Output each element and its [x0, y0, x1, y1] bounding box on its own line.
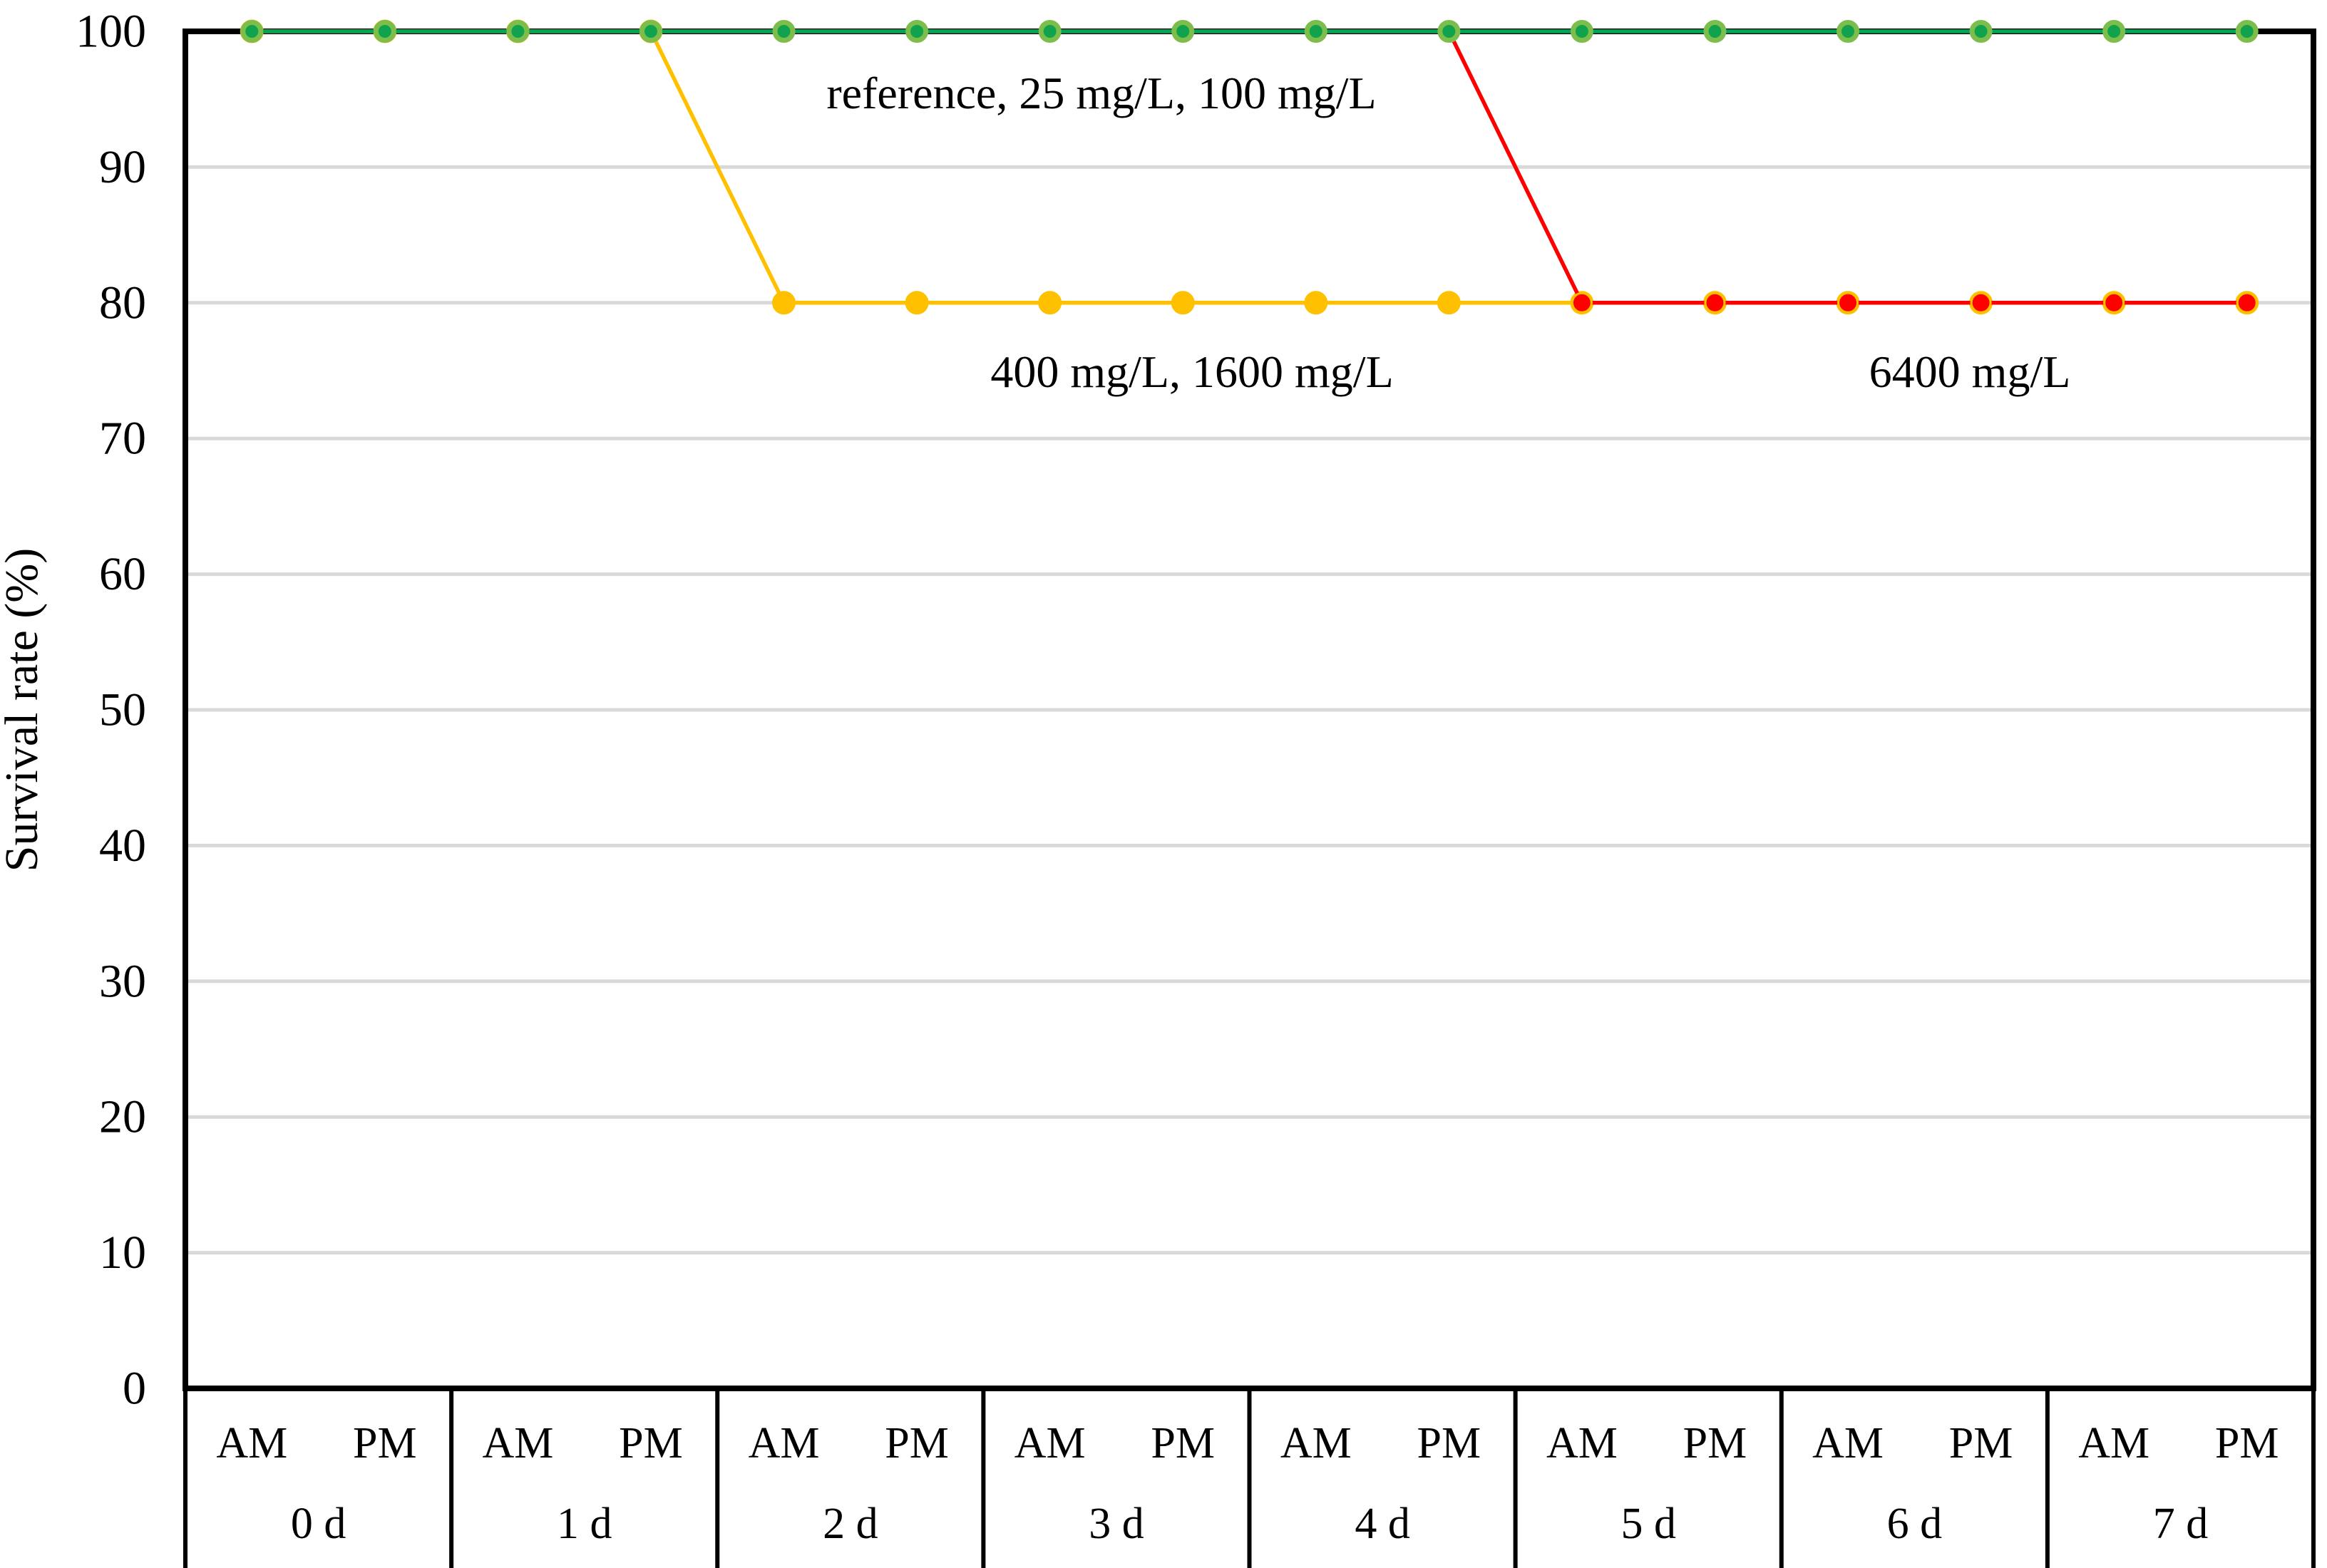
day-label: 7 d: [2153, 1500, 2209, 1548]
series-marker-6400-mg-l: [1970, 292, 1992, 314]
time-of-day-label: PM: [1949, 1419, 2013, 1468]
time-of-day-label: PM: [1151, 1419, 1215, 1468]
series-marker-reference-25-mg-l-100-mg-l: [240, 20, 264, 43]
series-marker-400-mg-l-1600-mg-l: [772, 291, 796, 315]
series-marker-400-mg-l-1600-mg-l: [1171, 291, 1195, 315]
time-of-day-label: AM: [2078, 1419, 2149, 1468]
gridlines: [185, 165, 2313, 1255]
series-marker-400-mg-l-1600-mg-l: [1304, 291, 1328, 315]
series-marker-6400-mg-l: [1837, 292, 1859, 314]
y-tick-label: 50: [99, 684, 146, 736]
time-of-day-label: PM: [353, 1419, 417, 1468]
time-of-day-label: PM: [1417, 1419, 1481, 1468]
y-tick-label: 10: [99, 1227, 146, 1279]
data-series: [240, 19, 2259, 315]
series-marker-6400-mg-l: [2103, 292, 2125, 314]
time-of-day-label: AM: [1812, 1419, 1884, 1468]
time-of-day-label: PM: [1683, 1419, 1747, 1468]
series-marker-400-mg-l-1600-mg-l: [905, 291, 929, 315]
series-annotations: reference, 25 mg/L, 100 mg/L 400 mg/L, 16…: [826, 68, 2070, 397]
time-of-day-label: AM: [1280, 1419, 1352, 1468]
day-label: 6 d: [1887, 1500, 1943, 1548]
y-tick-label: 80: [99, 277, 146, 329]
series-marker-reference-25-mg-l-100-mg-l: [639, 20, 662, 43]
series-marker-reference-25-mg-l-100-mg-l: [1038, 20, 1062, 43]
time-of-day-label: PM: [885, 1419, 949, 1468]
series-marker-6400-mg-l: [2236, 292, 2258, 314]
y-tick-label: 30: [99, 955, 146, 1007]
time-of-day-label: AM: [216, 1419, 287, 1468]
day-label: 4 d: [1355, 1500, 1410, 1548]
day-label: 0 d: [291, 1500, 346, 1548]
series-marker-reference-25-mg-l-100-mg-l: [1437, 20, 1461, 43]
series-marker-reference-25-mg-l-100-mg-l: [1304, 20, 1327, 43]
series-marker-reference-25-mg-l-100-mg-l: [1969, 20, 1993, 43]
annotation-400-mg-l-1600-mg-l: 400 mg/L, 1600 mg/L: [990, 346, 1393, 397]
series-marker-reference-25-mg-l-100-mg-l: [1171, 20, 1195, 43]
y-tick-label: 90: [99, 141, 146, 193]
series-marker-reference-25-mg-l-100-mg-l: [506, 20, 530, 43]
series-marker-reference-25-mg-l-100-mg-l: [1570, 20, 1593, 43]
y-axis-title: Survival rate (%): [0, 548, 48, 872]
series-marker-reference-25-mg-l-100-mg-l: [1703, 20, 1727, 43]
series-marker-6400-mg-l: [1704, 292, 1726, 314]
time-of-day-label: AM: [749, 1419, 820, 1468]
y-tick-label: 20: [99, 1091, 146, 1143]
day-label: 5 d: [1620, 1500, 1676, 1548]
time-of-day-label: PM: [2215, 1419, 2279, 1468]
annotation-6400-mg-l: 6400 mg/L: [1869, 346, 2071, 397]
series-marker-400-mg-l-1600-mg-l: [1437, 291, 1461, 315]
y-tick-label: 40: [99, 820, 146, 872]
y-tick-label: 60: [99, 548, 146, 600]
series-marker-400-mg-l-1600-mg-l: [1038, 291, 1062, 315]
series-marker-reference-25-mg-l-100-mg-l: [373, 20, 396, 43]
series-marker-6400-mg-l: [1571, 292, 1593, 314]
day-label: 2 d: [823, 1500, 878, 1548]
day-label: 3 d: [1089, 1500, 1144, 1548]
time-of-day-label: PM: [619, 1419, 683, 1468]
annotation-reference-25-mg-l-100-mg-l: reference, 25 mg/L, 100 mg/L: [826, 68, 1376, 118]
day-label: 1 d: [557, 1500, 612, 1548]
series-marker-reference-25-mg-l-100-mg-l: [2102, 20, 2126, 43]
series-marker-reference-25-mg-l-100-mg-l: [772, 20, 796, 43]
series-marker-reference-25-mg-l-100-mg-l: [1837, 20, 1860, 43]
series-marker-reference-25-mg-l-100-mg-l: [905, 20, 929, 43]
y-tick-label: 100: [76, 6, 146, 58]
time-of-day-label: AM: [1014, 1419, 1086, 1468]
time-of-day-label: AM: [1546, 1419, 1618, 1468]
time-of-day-label: AM: [482, 1419, 553, 1468]
y-tick-label: 0: [123, 1363, 146, 1415]
series-marker-reference-25-mg-l-100-mg-l: [2235, 20, 2259, 43]
y-tick-label: 70: [99, 413, 146, 465]
